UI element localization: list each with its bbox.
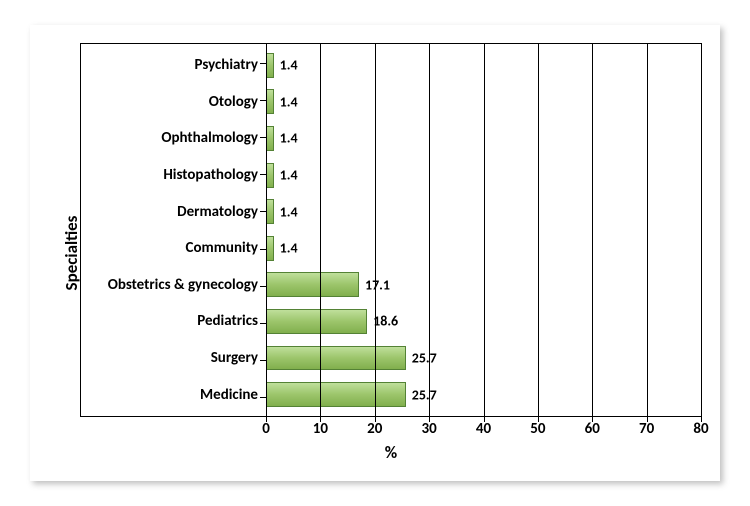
x-grid-line [429, 43, 430, 422]
bar [266, 382, 406, 407]
category-label: Community [81, 230, 266, 267]
category-label: Obstetrics & gynecology [81, 267, 266, 304]
bar [266, 89, 274, 114]
x-grid-line [320, 43, 321, 422]
category-label: Pediatrics [81, 303, 266, 340]
y-tick-mark [260, 63, 266, 64]
x-tick-label: 0 [262, 420, 270, 438]
x-grid-line [647, 43, 648, 422]
y-tick-mark [260, 100, 266, 101]
x-grid-line [484, 43, 485, 422]
bar-value-label: 1.4 [280, 93, 298, 110]
x-tick-label: 60 [585, 420, 600, 438]
y-tick-mark [260, 137, 266, 138]
category-labels: PsychiatryOtologyOphthalmologyHistopatho… [81, 47, 266, 413]
category-label: Surgery [81, 340, 266, 377]
x-tick-label: 80 [693, 420, 708, 438]
x-tick-label: 70 [639, 420, 654, 438]
category-label: Histopathology [81, 157, 266, 194]
y-tick-mark [260, 249, 266, 250]
chart-frame: Specialties PsychiatryOtologyOphthalmolo… [30, 25, 720, 481]
bar-value-label: 25.7 [412, 386, 437, 403]
bar-value-label: 1.4 [280, 203, 298, 220]
bar [266, 346, 406, 371]
x-grid-line [266, 43, 267, 422]
plot-area-border: PsychiatryOtologyOphthalmologyHistopatho… [80, 43, 702, 417]
y-tick-mark [260, 174, 266, 175]
bar-value-label: 1.4 [280, 240, 298, 257]
bar [266, 236, 274, 261]
bar-value-label: 1.4 [280, 130, 298, 147]
bar-value-label: 18.6 [373, 313, 398, 330]
y-tick-mark [260, 397, 266, 398]
x-axis-title: % [80, 442, 702, 463]
bar [266, 199, 274, 224]
y-tick-mark [260, 360, 266, 361]
bar [266, 126, 274, 151]
category-label: Otology [81, 84, 266, 121]
y-tick-mark [260, 286, 266, 287]
bar [266, 163, 274, 188]
bar-value-label: 1.4 [280, 167, 298, 184]
x-grid-line [375, 43, 376, 422]
x-tick-label: 30 [422, 420, 437, 438]
category-label: Psychiatry [81, 47, 266, 84]
x-tick-label: 20 [367, 420, 382, 438]
x-tick-label: 40 [476, 420, 491, 438]
x-tick-label: 10 [313, 420, 328, 438]
bar-value-label: 25.7 [412, 350, 437, 367]
plot-wrap: PsychiatryOtologyOphthalmologyHistopatho… [80, 43, 702, 463]
x-tick-labels: 01020304050607080 [266, 416, 701, 436]
category-label: Ophthalmology [81, 120, 266, 157]
bar [266, 309, 367, 334]
y-axis-title: Specialties [61, 216, 82, 291]
category-label: Medicine [81, 376, 266, 413]
y-tick-mark [260, 323, 266, 324]
bar-value-label: 1.4 [280, 57, 298, 74]
bar [266, 272, 359, 297]
bar-value-label: 17.1 [365, 276, 390, 293]
category-label: Dermatology [81, 193, 266, 230]
x-grid-line [538, 43, 539, 422]
x-grid-line [592, 43, 593, 422]
x-tick-label: 50 [530, 420, 545, 438]
x-grid-line [701, 43, 702, 422]
y-tick-mark [260, 211, 266, 212]
plot-area: 1.4 1.4 1.4 1.4 1.4 1.4 17.1 18.6 25.7 25.7 [266, 44, 701, 416]
chart-container: Specialties PsychiatryOtologyOphthalmolo… [0, 0, 750, 506]
bar [266, 53, 274, 78]
